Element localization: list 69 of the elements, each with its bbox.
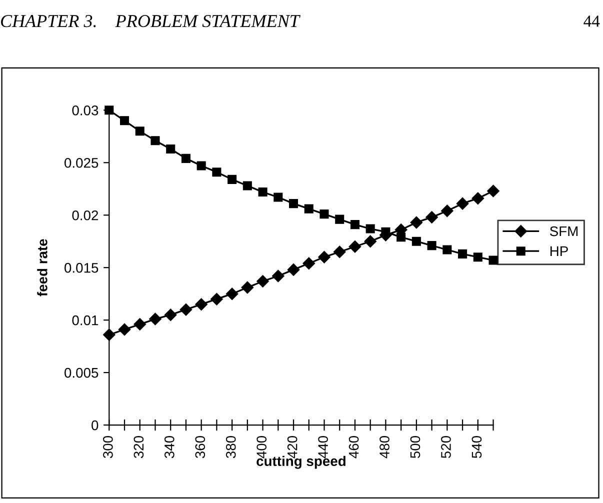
point — [103, 328, 116, 341]
x-tick-label: 300 — [103, 436, 113, 458]
x-tick-label: 360 — [195, 436, 206, 458]
x-tick-label: 340 — [164, 436, 174, 458]
y-tick-label: 0.015 — [64, 262, 98, 273]
point — [150, 136, 160, 146]
point — [320, 210, 329, 219]
point — [212, 168, 222, 177]
point — [456, 197, 469, 210]
y-tick-label: 0.02 — [72, 210, 98, 220]
point — [258, 188, 268, 197]
y-axis-title: feed rate — [37, 239, 48, 296]
point — [442, 245, 452, 254]
y-tick-label: 0.01 — [72, 315, 98, 326]
x-tick-label: 500 — [410, 436, 420, 458]
point — [441, 204, 454, 218]
point — [134, 318, 146, 330]
point — [472, 192, 484, 204]
point — [458, 249, 468, 258]
point — [195, 298, 208, 310]
point — [196, 161, 206, 170]
x-tick-label: 320 — [134, 436, 144, 458]
point — [181, 154, 190, 163]
x-tick-label: 460 — [348, 436, 359, 458]
x-tick-label: 520 — [441, 436, 451, 458]
y-tick-label: 0.03 — [72, 105, 98, 116]
point — [318, 251, 330, 264]
point — [120, 116, 130, 126]
point — [334, 246, 346, 258]
y-tick-label: 0 — [92, 420, 98, 430]
point — [366, 224, 375, 234]
point — [412, 236, 421, 246]
point — [302, 257, 315, 270]
point — [426, 211, 438, 224]
point — [226, 288, 238, 300]
point — [364, 235, 376, 248]
point — [289, 199, 298, 208]
point — [335, 214, 344, 224]
point — [427, 241, 436, 250]
point — [488, 256, 498, 265]
y-tick-label: 0.025 — [64, 158, 98, 168]
x-tick-label: 380 — [226, 436, 236, 458]
point — [149, 312, 162, 326]
point — [180, 303, 192, 316]
point — [274, 192, 283, 202]
point — [473, 252, 482, 262]
point — [118, 323, 131, 336]
y-tick-label: 0.005 — [64, 368, 98, 378]
point — [228, 174, 237, 184]
point — [241, 281, 254, 294]
point — [135, 126, 144, 136]
point — [287, 264, 300, 276]
point — [410, 216, 423, 229]
point — [350, 220, 360, 230]
legend-label: HP — [550, 246, 568, 256]
point — [304, 204, 314, 214]
point — [348, 240, 362, 253]
x-tick-label: 480 — [380, 436, 390, 458]
point — [210, 292, 223, 306]
point — [242, 181, 252, 190]
point — [166, 144, 176, 154]
point — [256, 275, 269, 288]
point — [487, 184, 500, 198]
text: 44 — [584, 16, 600, 27]
legend-label: SFM — [550, 226, 578, 236]
point — [164, 308, 177, 321]
x-tick-label: 540 — [472, 436, 482, 458]
text: CHAPTER 3. PROBLEM STATEMENT — [1, 15, 300, 28]
point — [272, 270, 284, 282]
